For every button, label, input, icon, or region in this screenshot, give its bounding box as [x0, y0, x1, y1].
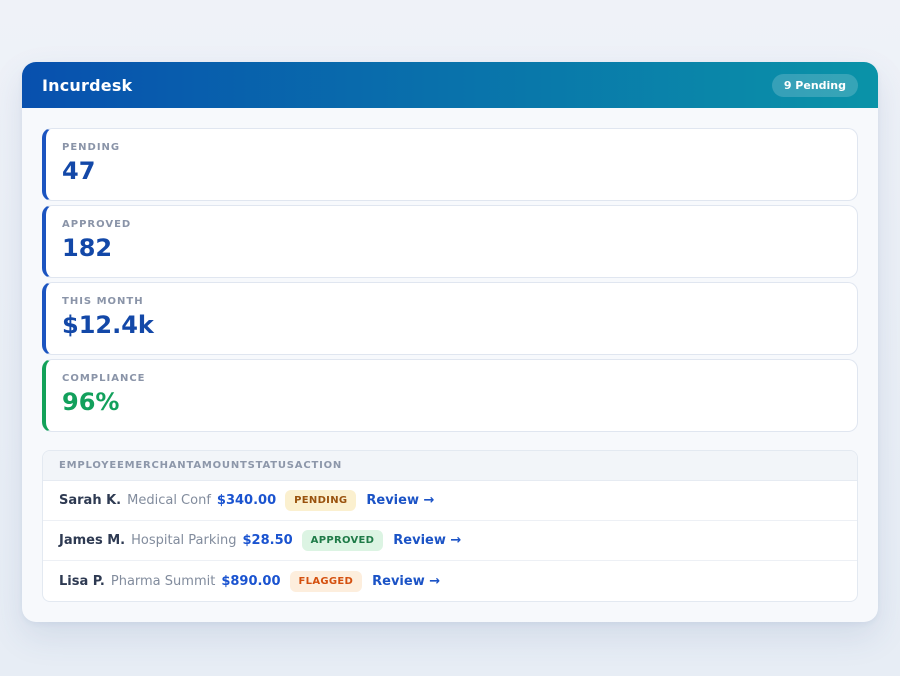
stat-card-compliance: COMPLIANCE 96% — [42, 359, 858, 432]
merchant-name: Hospital Parking — [131, 533, 237, 548]
status-badge: APPROVED — [301, 530, 384, 551]
employee-name: Lisa P. — [59, 573, 105, 589]
merchant-name: Medical Conf — [127, 493, 211, 508]
review-link[interactable]: Review → — [372, 573, 441, 589]
stat-value: $12.4k — [62, 311, 154, 339]
review-link[interactable]: Review → — [366, 493, 435, 508]
column-header-employee: EMPLOYEE — [59, 460, 125, 471]
app-body: PENDING 47 APPROVED 182 THIS MONTH $12.4… — [22, 108, 878, 622]
app-card: Incurdesk 9 Pending PENDING 47 APPROVED … — [22, 62, 878, 622]
stat-label: APPROVED — [62, 219, 132, 230]
app-header: Incurdesk 9 Pending — [22, 62, 878, 108]
table-row: Sarah K. Medical Conf $340.00 PENDING Re… — [43, 481, 857, 521]
stat-label: PENDING — [62, 142, 121, 153]
review-link[interactable]: Review → — [393, 533, 462, 548]
stat-card-this-month: THIS MONTH $12.4k — [42, 282, 858, 355]
header-pending-badge: 9 Pending — [771, 73, 858, 97]
table-row: James M. Hospital Parking $28.50 APPROVE… — [43, 521, 857, 561]
stat-label: THIS MONTH — [62, 296, 144, 307]
column-header-amount: AMOUNT — [193, 460, 248, 471]
expenses-table: EMPLOYEEMERCHANTAMOUNTSTATUSACTION Sarah… — [42, 450, 858, 602]
status-badge: FLAGGED — [289, 570, 363, 592]
table-header: EMPLOYEEMERCHANTAMOUNTSTATUSACTION — [43, 451, 857, 481]
status-badge: PENDING — [285, 490, 357, 511]
employee-name: James M. — [59, 533, 126, 548]
merchant-name: Pharma Summit — [110, 573, 216, 589]
stat-value: 96% — [62, 388, 120, 416]
table-row: Lisa P. Pharma Summit $890.00 FLAGGED Re… — [43, 561, 857, 601]
stat-label: COMPLIANCE — [62, 373, 146, 384]
stats-list: PENDING 47 APPROVED 182 THIS MONTH $12.4… — [42, 128, 858, 432]
employee-name: Sarah K. — [59, 493, 122, 508]
amount: $28.50 — [242, 533, 293, 548]
amount: $340.00 — [216, 493, 277, 508]
stat-card-approved: APPROVED 182 — [42, 205, 858, 278]
amount: $890.00 — [221, 573, 281, 589]
app-title: Incurdesk — [42, 75, 133, 95]
stat-card-pending: PENDING 47 — [42, 128, 858, 201]
column-header-status: STATUS — [247, 460, 295, 471]
column-header-action: ACTION — [294, 460, 343, 471]
stat-value: 182 — [62, 234, 113, 262]
stat-value: 47 — [62, 157, 96, 185]
column-header-merchant: MERCHANT — [124, 460, 194, 471]
